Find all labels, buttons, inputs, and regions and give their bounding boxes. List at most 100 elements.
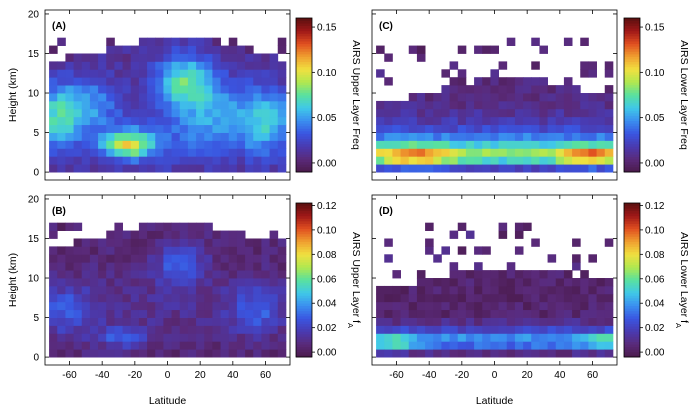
heatmap-cell	[604, 108, 614, 118]
heatmap-cell	[106, 309, 115, 318]
colorbar-swatch	[624, 143, 640, 147]
heatmap-cell	[604, 100, 614, 110]
heatmap-cell	[57, 85, 66, 94]
panel-label: (A)	[52, 21, 66, 32]
heatmap-cell	[425, 116, 434, 126]
heatmap-cell	[114, 325, 123, 334]
colorbar-swatch	[296, 82, 312, 86]
heatmap-cell	[514, 116, 524, 126]
heatmap-cell	[269, 148, 279, 157]
heatmap-cell	[106, 93, 115, 102]
heatmap-cell	[245, 61, 254, 70]
heatmap-cell	[555, 293, 565, 303]
heatmap-cell	[65, 132, 74, 141]
heatmap-cell	[49, 77, 58, 86]
heatmap-cell	[523, 132, 532, 141]
heatmap-cell	[122, 246, 132, 255]
heatmap-cell	[441, 246, 450, 255]
heatmap-cell	[457, 45, 467, 54]
heatmap-cell	[555, 309, 565, 318]
heatmap-cell	[65, 100, 74, 110]
heatmap-cell	[433, 124, 442, 133]
heatmap-cell	[506, 116, 516, 126]
heatmap-cell	[130, 270, 140, 279]
heatmap-cell	[163, 108, 172, 118]
heatmap-cell	[441, 301, 450, 311]
heatmap-cell	[187, 108, 197, 118]
heatmap-cell	[547, 164, 557, 173]
heatmap-cell	[147, 164, 156, 173]
colorbar-swatch	[624, 256, 640, 260]
heatmap-cell	[187, 100, 197, 110]
heatmap-cell	[114, 69, 123, 78]
heatmap-cell	[580, 270, 589, 279]
heatmap-cell	[49, 293, 58, 303]
heatmap-cell	[572, 301, 581, 311]
heatmap-cell	[392, 108, 401, 118]
heatmap-cell	[220, 301, 230, 311]
heatmap-cell	[547, 124, 557, 133]
colorbar-swatch	[624, 43, 640, 47]
colorbar-swatch	[296, 331, 312, 335]
heatmap-cell	[588, 254, 597, 263]
heatmap-cell	[457, 69, 467, 78]
colorbar-swatch	[296, 95, 312, 98]
heatmap-cell	[433, 108, 442, 118]
heatmap-cell	[482, 132, 491, 141]
heatmap-cell	[555, 140, 565, 149]
heatmap-cell	[604, 285, 614, 295]
colorbar-swatch	[296, 51, 312, 55]
heatmap-cell	[89, 270, 99, 279]
heatmap-cell	[465, 100, 475, 110]
heatmap-cell	[89, 301, 99, 311]
colorbar-swatch	[624, 107, 640, 111]
heatmap-cell	[179, 37, 189, 46]
colorbar-swatch	[296, 84, 312, 88]
heatmap-cell	[253, 69, 262, 78]
heatmap-cell	[220, 341, 230, 350]
heatmap-cell	[482, 309, 491, 318]
heatmap-cell	[482, 293, 491, 303]
heatmap-cell	[155, 156, 164, 165]
heatmap-cell	[531, 325, 540, 334]
heatmap-cell	[65, 53, 74, 62]
heatmap-cell	[236, 77, 246, 86]
heatmap-cell	[506, 333, 516, 342]
colorbar-swatch	[296, 280, 312, 283]
colorbar-swatch	[296, 303, 312, 307]
heatmap-cell	[171, 93, 181, 102]
colorbar-swatch	[296, 339, 312, 342]
heatmap-cell	[408, 100, 418, 110]
heatmap-cell	[490, 333, 499, 342]
heatmap-cell	[130, 278, 140, 287]
heatmap-cell	[572, 164, 581, 173]
heatmap-cell	[73, 285, 83, 295]
heatmap-cell	[482, 45, 491, 54]
heatmap-cell	[155, 37, 164, 46]
heatmap-cell	[441, 108, 450, 118]
heatmap-cell	[163, 293, 172, 303]
heatmap-cell	[245, 270, 254, 279]
heatmap-cell	[114, 164, 123, 173]
heatmap-cell	[81, 309, 91, 318]
heatmap-cell	[130, 45, 140, 54]
heatmap-cell	[155, 53, 164, 62]
heatmap-cell	[474, 317, 483, 326]
heatmap-cell	[114, 156, 123, 165]
heatmap-cell	[236, 124, 246, 133]
heatmap-cell	[81, 116, 91, 126]
heatmap-cell	[425, 140, 434, 149]
colorbar-swatch	[624, 41, 640, 45]
heatmap-cell	[245, 108, 254, 118]
colorbar-swatch	[296, 233, 312, 237]
heatmap-cell	[523, 164, 532, 173]
heatmap-cell	[572, 341, 581, 350]
heatmap-cell	[384, 148, 393, 157]
heatmap-cell	[465, 132, 475, 141]
colorbar-swatch	[296, 23, 312, 27]
heatmap-cell	[49, 132, 58, 141]
heatmap-cell	[49, 317, 58, 326]
heatmap-cell	[196, 132, 205, 141]
heatmap-cell	[408, 108, 418, 118]
